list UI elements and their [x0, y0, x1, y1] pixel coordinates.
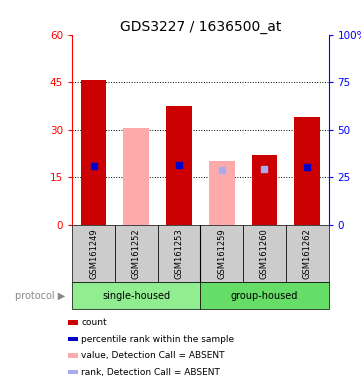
Bar [68, 370, 78, 374]
Bar [200, 282, 329, 309]
Text: rank, Detection Call = ABSENT: rank, Detection Call = ABSENT [81, 367, 220, 377]
Text: GSM161260: GSM161260 [260, 228, 269, 279]
Bar [166, 106, 192, 225]
Title: GDS3227 / 1636500_at: GDS3227 / 1636500_at [119, 20, 281, 33]
Text: protocol ▶: protocol ▶ [15, 291, 65, 301]
Bar [123, 128, 149, 225]
Bar [68, 337, 78, 341]
Bar [72, 225, 115, 282]
Bar [286, 225, 329, 282]
Text: count: count [81, 318, 106, 327]
Bar [158, 225, 200, 282]
Text: group-housed: group-housed [231, 291, 298, 301]
Bar [200, 225, 243, 282]
Text: GSM161253: GSM161253 [174, 228, 183, 279]
Text: single-housed: single-housed [102, 291, 170, 301]
Text: GSM161259: GSM161259 [217, 228, 226, 279]
Text: percentile rank within the sample: percentile rank within the sample [81, 334, 234, 344]
Bar [252, 155, 277, 225]
Bar [68, 353, 78, 358]
Bar [243, 225, 286, 282]
Text: GSM161262: GSM161262 [303, 228, 312, 279]
Text: GSM161249: GSM161249 [89, 228, 98, 279]
Bar [209, 161, 235, 225]
Text: GSM161252: GSM161252 [132, 228, 141, 279]
Bar [72, 282, 200, 309]
Text: value, Detection Call = ABSENT: value, Detection Call = ABSENT [81, 351, 225, 360]
Bar [81, 81, 106, 225]
Bar [68, 320, 78, 325]
Bar [294, 117, 320, 225]
Bar [115, 225, 158, 282]
